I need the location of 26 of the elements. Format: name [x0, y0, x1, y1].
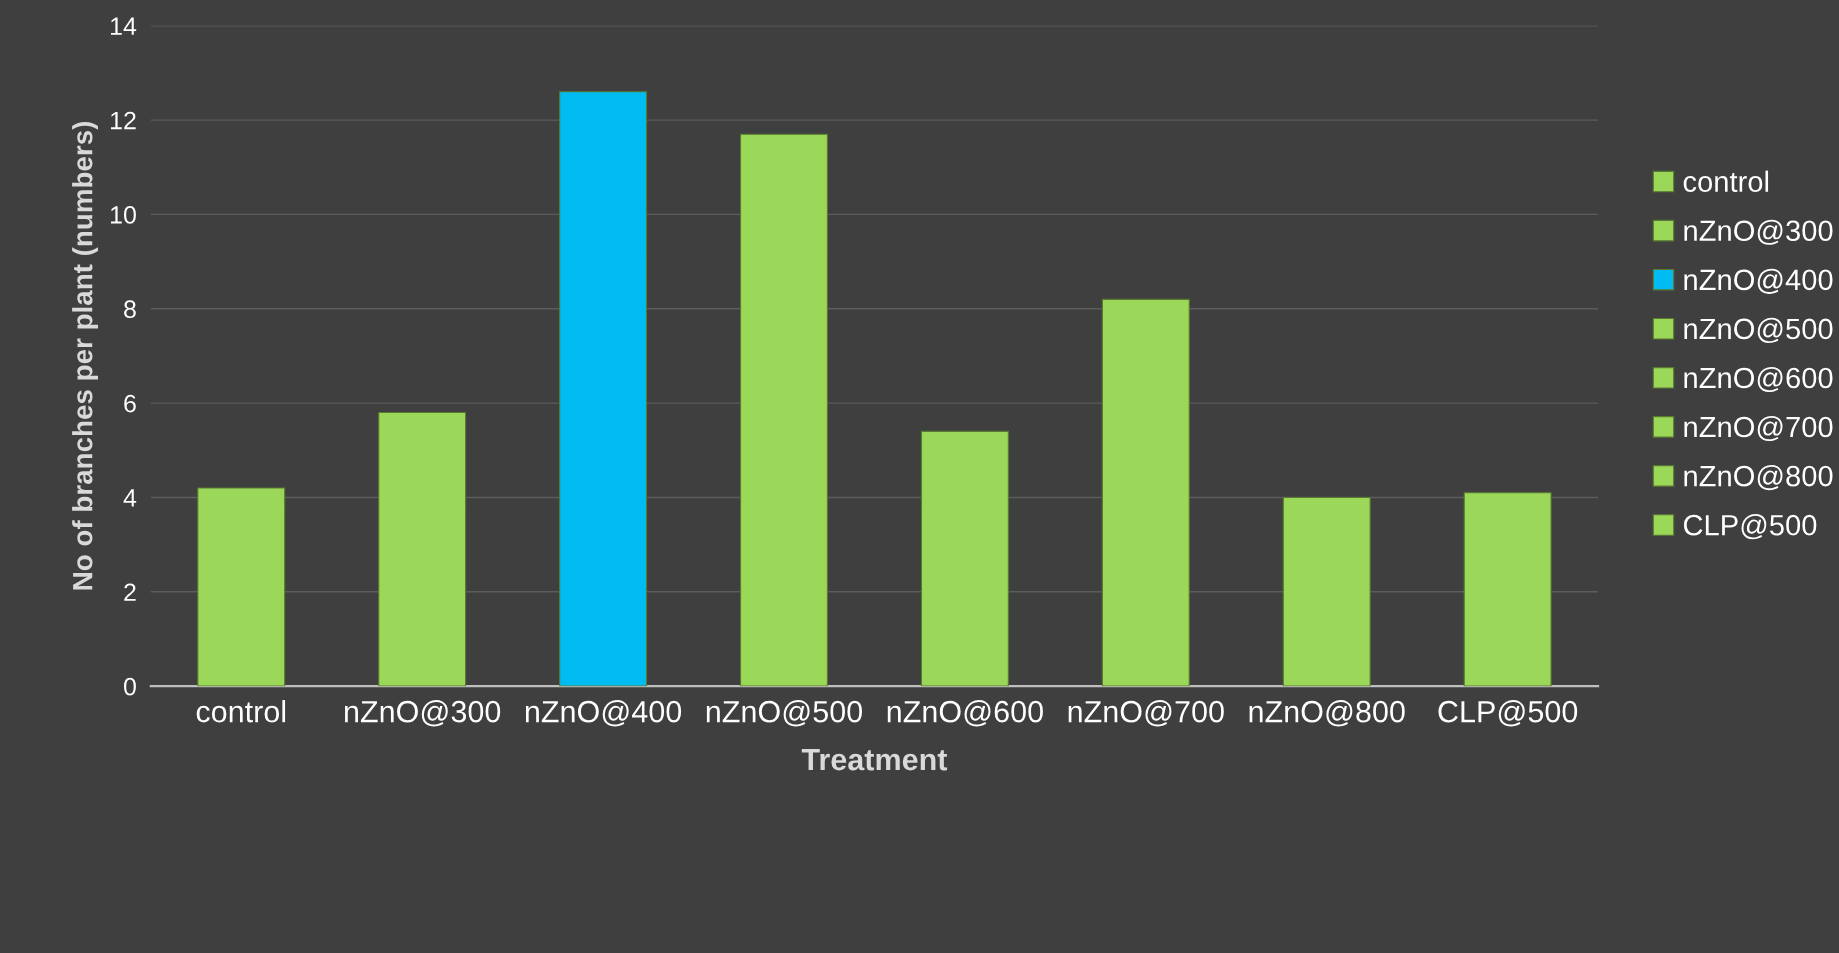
x-tick-label: CLP@500 — [1438, 700, 1578, 727]
x-tick-label: nZnO@400 — [525, 700, 682, 727]
y-tick-label: 0 — [123, 677, 136, 696]
legend-label: control — [1683, 170, 1769, 193]
y-tick-label: 8 — [124, 300, 136, 319]
x-tick-label: nZnO@800 — [1249, 700, 1405, 727]
legend-label: nZnO@300 — [1684, 219, 1833, 245]
y-tick-label: 4 — [123, 489, 137, 507]
x-axis-title: Treatment — [801, 749, 948, 771]
y-tick-label: 12 — [111, 111, 136, 130]
legend-label: CLP@500 — [1683, 514, 1817, 540]
y-tick-label: 10 — [111, 206, 136, 224]
y-tick-label: 2 — [124, 583, 136, 601]
legend-label: nZnO@800 — [1684, 465, 1833, 491]
y-axis-title: No of branches per plant (numbers) — [72, 121, 98, 590]
legend-label: nZnO@600 — [1684, 366, 1833, 393]
x-tick-label: nZnO@700 — [1068, 700, 1224, 727]
legend-label: nZnO@700 — [1684, 415, 1833, 442]
x-tick-label: nZnO@300 — [344, 700, 501, 727]
legend-label: nZnO@500 — [1684, 317, 1833, 343]
x-tick-label: control — [196, 700, 286, 723]
y-tick-label: 14 — [111, 17, 137, 35]
legend-label: nZnO@400 — [1684, 268, 1833, 294]
y-tick-label: 6 — [124, 394, 136, 413]
x-tick-label: nZnO@500 — [706, 700, 863, 727]
x-tick-label: nZnO@600 — [887, 700, 1043, 727]
